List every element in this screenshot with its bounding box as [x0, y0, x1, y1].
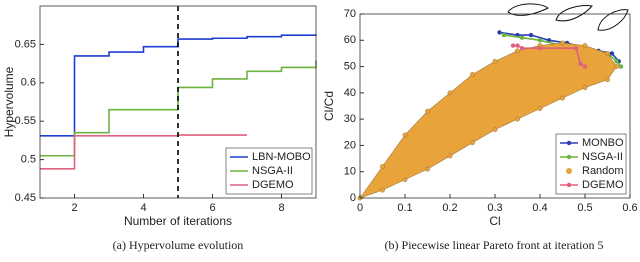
y-tick-label: 60 [344, 34, 356, 46]
legend-marker [566, 154, 572, 160]
y-tick-label: 0.65 [15, 38, 36, 50]
scatter-point [380, 164, 385, 169]
marker [510, 43, 516, 48]
legend-marker [566, 182, 572, 188]
x-axis-label: Number of iterations [124, 214, 232, 228]
x-tick-label: 0.3 [487, 202, 502, 214]
legend-label: MONBO [582, 137, 624, 149]
y-tick-label: 70 [344, 8, 356, 20]
x-tick-label: 6 [209, 202, 215, 214]
legend-label: LBN-MOBO [252, 151, 311, 163]
scatter-point [605, 51, 610, 56]
scatter-point [402, 177, 408, 183]
scatter-point [470, 140, 475, 146]
series-line [40, 34, 317, 137]
scatter-point [492, 58, 498, 64]
marker [537, 38, 543, 43]
scatter-point [582, 43, 588, 48]
scatter-point [515, 116, 520, 122]
marker [573, 45, 579, 51]
legend-label: DGEMO [582, 179, 624, 191]
marker [614, 59, 619, 64]
scatter-point [560, 40, 565, 46]
legend-label: NSGA-II [252, 165, 293, 177]
y-tick-label: 10 [344, 166, 356, 178]
scatter-point [560, 95, 565, 101]
legend-label: NSGA-II [582, 151, 623, 163]
y-tick-label: 0 [350, 192, 356, 204]
scatter-point [605, 77, 610, 83]
airfoils [507, 3, 629, 31]
scatter-point [515, 48, 520, 54]
y-tick-label: 0.45 [15, 192, 36, 204]
scatter-point [447, 153, 453, 159]
scatter-point [582, 85, 588, 91]
scatter-point [402, 132, 408, 138]
scatter-point [614, 64, 619, 69]
marker [609, 51, 615, 56]
marker [519, 45, 525, 51]
scatter-point [425, 108, 430, 114]
x-tick-label: 2 [71, 202, 77, 214]
axes-frame [39, 5, 317, 199]
scatter-point [380, 187, 385, 193]
y-tick-label: 30 [344, 113, 356, 125]
scatter-point [470, 72, 475, 77]
y-tick-label: 0.5 [21, 154, 36, 166]
marker [618, 64, 624, 69]
marker [515, 43, 520, 48]
marker [501, 32, 507, 38]
marker [578, 61, 583, 67]
y-axis-label: Hypervolume [2, 66, 16, 137]
y-tick-label: 40 [344, 87, 356, 99]
x-axis-label: Cl [489, 214, 500, 228]
legend-marker [566, 140, 572, 146]
x-tick-label: 0.2 [442, 202, 457, 214]
x-tick-label: 0.4 [532, 202, 547, 214]
scatter-point [537, 106, 543, 112]
y-axis-label: Cl/Cd [322, 91, 336, 121]
y-tick-label: 20 [344, 139, 356, 151]
scatter-point [425, 166, 430, 172]
x-tick-label: 0.6 [622, 202, 637, 214]
series-line [40, 134, 247, 170]
y-tick-label: 50 [344, 60, 356, 72]
marker [519, 35, 525, 40]
marker [497, 30, 502, 35]
legend-label: Random [582, 165, 624, 177]
caption: (a) Hypervolume evolution [113, 238, 244, 252]
x-tick-label: 8 [278, 202, 284, 214]
scatter-point [447, 90, 453, 96]
legend-marker [566, 168, 572, 174]
caption: (b) Piecewise linear Pareto front at ite… [385, 238, 604, 252]
series-line [40, 60, 317, 157]
y-tick-label: 0.55 [15, 115, 36, 127]
x-tick-label: 0.1 [397, 202, 412, 214]
x-tick-label: 4 [140, 202, 146, 214]
legend-label: DGEMO [252, 179, 294, 191]
marker [582, 64, 588, 69]
y-tick-label: 0.6 [21, 77, 36, 89]
scatter-point [492, 127, 498, 133]
x-tick-label: 0 [357, 202, 363, 214]
marker [528, 32, 534, 38]
x-tick-label: 0.5 [577, 202, 592, 214]
marker [537, 45, 543, 51]
